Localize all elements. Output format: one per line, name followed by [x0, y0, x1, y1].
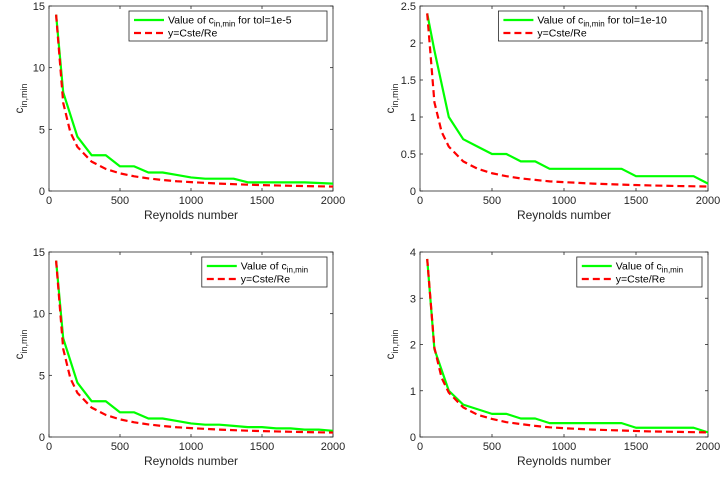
legend-name-suffix: for tol=1e-10 — [605, 15, 667, 27]
y-axis-label: cin,min — [12, 329, 29, 359]
y-tick-label: 5 — [39, 124, 45, 136]
legend-box — [497, 10, 703, 42]
x-tick-label: 1000 — [179, 441, 203, 453]
legend-entry: y=Cste/Re — [168, 28, 217, 40]
x-tick-label: 500 — [483, 441, 501, 453]
y-tick-label: 0 — [410, 186, 416, 198]
y-axis-label-main: c — [12, 108, 26, 114]
x-axis-label: Reynolds number — [144, 208, 238, 222]
y-tick-label: 4 — [410, 247, 416, 259]
y-tick-label: 1 — [410, 112, 416, 124]
legend-box — [201, 256, 328, 288]
x-tick-label: 2000 — [696, 195, 720, 207]
y-axis-label: cin,min — [383, 329, 400, 359]
y-tick-label: 3 — [410, 293, 416, 305]
x-axis-label: Reynolds number — [144, 454, 238, 468]
x-tick-label: 500 — [483, 195, 501, 207]
legend-entry: y=Cste/Re — [537, 28, 586, 40]
x-tick-label: 500 — [111, 441, 129, 453]
chart-2: 0 500 1000 1500 2000 0 0.5 1 1.5 2 2.5 Reynolds num… — [383, 1, 720, 222]
y-tick-label: 15 — [33, 247, 45, 259]
y-tick-label: 1.5 — [401, 75, 416, 87]
legend: Value of cin,min for tol=1e-10y=Cste/Re — [497, 10, 703, 42]
x-tick-label: 1500 — [250, 441, 274, 453]
x-tick-label: 0 — [46, 195, 52, 207]
legend-name-sub: in,min — [214, 20, 235, 29]
series-line-cinmin — [426, 13, 709, 185]
x-tick-label: 0 — [46, 441, 52, 453]
y-tick-label: 0 — [410, 432, 416, 444]
legend-name: y=Cste/Re — [241, 274, 290, 286]
x-tick-label: 2000 — [321, 195, 345, 207]
legend-name: Value of c — [241, 261, 287, 273]
legend-entry: y=Cste/Re — [616, 274, 665, 286]
legend-name: y=Cste/Re — [537, 28, 586, 40]
y-axis-label-sub: in,min — [19, 329, 29, 353]
x-tick-label: 1500 — [624, 195, 648, 207]
y-axis-label: cin,min — [12, 83, 29, 113]
y-tick-label: 5 — [39, 370, 45, 382]
series-line-cste-re — [55, 14, 334, 188]
legend-entry: Value of cin,min — [616, 261, 683, 275]
legend-name-sub: in,min — [662, 266, 683, 275]
x-tick-label: 2000 — [696, 441, 720, 453]
series-line-cinmin — [426, 258, 709, 434]
y-axis-label-sub: in,min — [390, 83, 400, 107]
legend-name: Value of c — [537, 15, 583, 27]
legend-box — [576, 256, 703, 288]
legend-name-sub: in,min — [583, 20, 604, 29]
legend-name: Value of c — [168, 15, 214, 27]
x-tick-label: 1000 — [179, 195, 203, 207]
x-tick-label: 1000 — [552, 441, 576, 453]
x-axis-label: Reynolds number — [517, 208, 611, 222]
y-tick-label: 2 — [410, 340, 416, 352]
y-axis-label-main: c — [383, 354, 397, 360]
x-tick-label: 1500 — [624, 441, 648, 453]
series-line-cinmin — [55, 14, 334, 185]
x-tick-label: 1500 — [250, 195, 274, 207]
y-tick-label: 10 — [33, 309, 45, 321]
legend-entry: Value of cin,min — [241, 261, 308, 275]
y-tick-label: 10 — [33, 63, 45, 75]
y-tick-label: 1 — [410, 386, 416, 398]
legend-name: y=Cste/Re — [168, 28, 217, 40]
x-tick-label: 0 — [417, 441, 423, 453]
x-tick-label: 2000 — [321, 441, 345, 453]
y-tick-label: 0 — [39, 432, 45, 444]
legend-entry: Value of cin,min for tol=1e-10 — [537, 15, 667, 29]
y-axis-label-main: c — [12, 354, 26, 360]
x-axis-label: Reynolds number — [517, 454, 611, 468]
legend-box — [128, 10, 328, 42]
y-tick-label: 0 — [39, 186, 45, 198]
y-axis-label-sub: in,min — [390, 329, 400, 353]
legend-name: Value of c — [616, 261, 662, 273]
y-tick-label: 2.5 — [401, 1, 416, 13]
x-tick-label: 1000 — [552, 195, 576, 207]
y-tick-label: 0.5 — [401, 149, 416, 161]
y-axis-label-sub: in,min — [19, 83, 29, 107]
series-line-cste-re — [55, 260, 334, 434]
legend-name-sub: in,min — [287, 266, 308, 275]
y-tick-label: 15 — [33, 1, 45, 13]
legend-entry: Value of cin,min for tol=1e-5 — [168, 15, 292, 29]
series-line-cinmin — [55, 260, 334, 432]
legend: Value of cin,min for tol=1e-5y=Cste/Re — [128, 10, 328, 42]
y-tick-label: 2 — [410, 38, 416, 50]
x-tick-label: 500 — [111, 195, 129, 207]
y-axis-label-main: c — [383, 108, 397, 114]
legend-entry: y=Cste/Re — [241, 274, 290, 286]
y-axis-label: cin,min — [383, 83, 400, 113]
legend-name-suffix: for tol=1e-5 — [235, 15, 291, 27]
x-tick-label: 0 — [417, 195, 423, 207]
legend-name: y=Cste/Re — [616, 274, 665, 286]
